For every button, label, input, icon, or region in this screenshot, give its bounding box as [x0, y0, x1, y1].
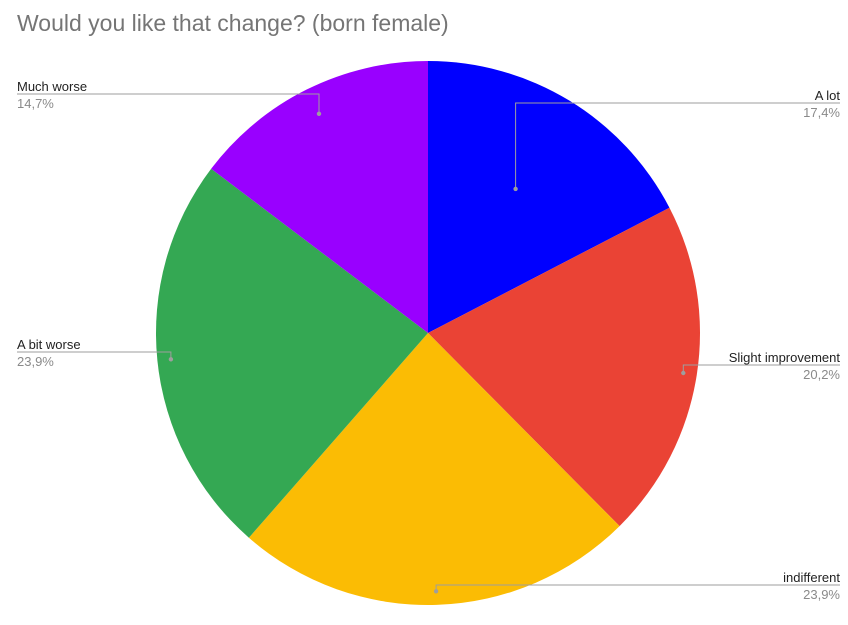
slice-value-slight-improvement: 20,2% — [803, 367, 840, 382]
leader-dot-much-worse — [316, 111, 322, 117]
leader-line-much-worse — [17, 93, 320, 114]
leader-dot-a-lot — [513, 186, 518, 192]
slice-value-much-worse: 14,7% — [17, 96, 54, 111]
leader-dot-a-bit-worse — [168, 357, 174, 362]
pie-slice-slight-improvement[interactable] — [428, 207, 701, 527]
slice-label-a-bit-worse: A bit worse — [17, 337, 81, 352]
slice-label-indifferent: indifferent — [783, 570, 840, 585]
pie-slice-a-lot[interactable] — [428, 61, 670, 333]
slice-label-a-lot: A lot — [815, 88, 841, 103]
slice-label-much-worse: Much worse — [17, 79, 87, 94]
leader-dot-slight-improvement — [681, 370, 686, 376]
slice-value-a-lot: 17,4% — [803, 105, 840, 120]
slice-value-a-bit-worse: 23,9% — [17, 354, 54, 369]
leader-line-a-lot — [515, 102, 840, 189]
chart-title: Would you like that change? (born female… — [17, 10, 449, 36]
pie-slice-a-bit-worse[interactable] — [155, 168, 428, 538]
slice-value-indifferent: 23,9% — [803, 587, 840, 602]
leader-line-slight-improvement — [682, 364, 840, 373]
leader-dot-indifferent — [433, 589, 439, 594]
pie-slice-much-worse[interactable] — [211, 60, 428, 333]
slice-label-slight-improvement: Slight improvement — [729, 350, 841, 365]
leader-line-a-bit-worse — [17, 351, 172, 360]
pie-slice-indifferent[interactable] — [248, 333, 620, 606]
